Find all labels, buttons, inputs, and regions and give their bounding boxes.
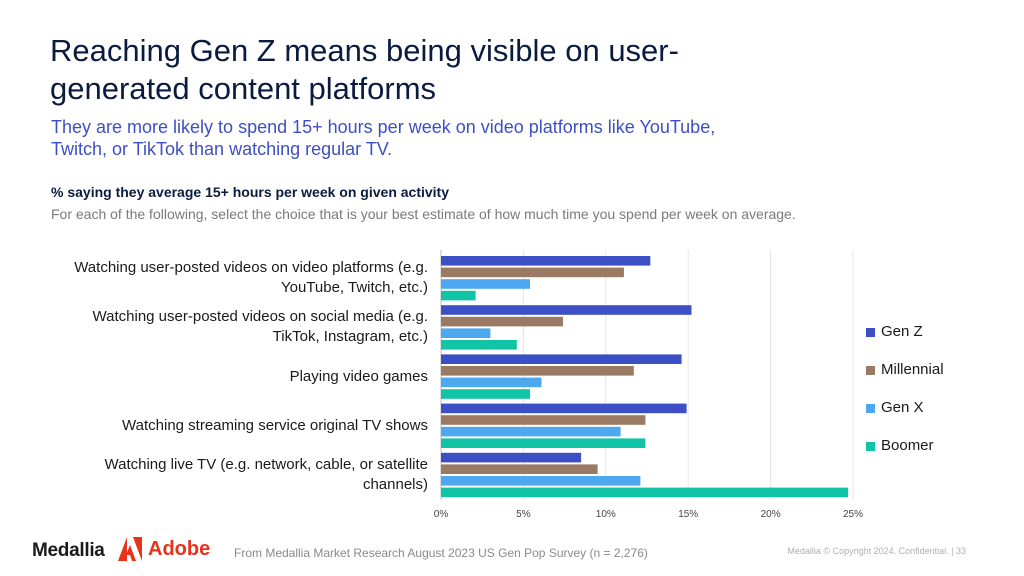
x-tick-label: 15% bbox=[678, 509, 698, 520]
slide-title: Reaching Gen Z means being visible on us… bbox=[50, 33, 679, 106]
bar-gen-z-4 bbox=[441, 452, 582, 463]
x-tick-label: 5% bbox=[516, 509, 531, 520]
legend-swatch bbox=[866, 442, 875, 451]
bar-millennial-2 bbox=[441, 366, 634, 376]
bar-gen-z-1 bbox=[441, 305, 692, 315]
bar-gen-x-3 bbox=[441, 426, 621, 437]
bar-gen-z-0 bbox=[441, 256, 651, 266]
bar-boomer-0 bbox=[441, 290, 476, 301]
category-label-4: Watching live TV (e.g. network, cable, o… bbox=[104, 456, 428, 493]
source-note: From Medallia Market Research August 202… bbox=[234, 546, 648, 560]
legend-swatch bbox=[866, 328, 875, 337]
bar-boomer-1 bbox=[441, 340, 517, 350]
legend-label: Millennial bbox=[881, 361, 944, 378]
bar-millennial-3 bbox=[441, 415, 646, 425]
x-tick-label: 25% bbox=[843, 509, 863, 520]
adobe-wordmark: Adobe bbox=[148, 537, 211, 560]
bar-millennial-4 bbox=[441, 464, 598, 474]
chart-legend: Gen Z Millennial Gen X Boomer bbox=[866, 323, 944, 475]
bar-millennial-1 bbox=[441, 316, 563, 327]
bar-boomer-3 bbox=[441, 438, 646, 448]
legend-item-gen-x: Gen X bbox=[866, 399, 944, 437]
chart-metric-label: % saying they average 15+ hours per week… bbox=[51, 184, 450, 200]
bar-gen-z-3 bbox=[441, 403, 687, 414]
bar-gen-x-0 bbox=[441, 279, 530, 289]
bar-gen-x-4 bbox=[441, 476, 641, 486]
legend-label: Gen Z bbox=[881, 323, 923, 340]
legend-label: Gen X bbox=[881, 399, 924, 416]
legend-item-boomer: Boomer bbox=[866, 437, 944, 475]
bar-gen-z-2 bbox=[441, 354, 682, 364]
x-tick-label: 0% bbox=[434, 509, 449, 520]
slide-subtitle: They are more likely to spend 15+ hours … bbox=[51, 117, 716, 159]
legend-swatch bbox=[866, 366, 875, 375]
adobe-logo: Adobe bbox=[118, 537, 210, 561]
x-tick-label: 10% bbox=[596, 509, 616, 520]
category-label-0: Watching user-posted videos on video pla… bbox=[74, 259, 428, 296]
copyright-note: Medallia © Copyright 2024. Confidential.… bbox=[787, 546, 966, 556]
category-label-2: Playing video games bbox=[289, 368, 428, 385]
legend-swatch bbox=[866, 404, 875, 413]
bar-boomer-2 bbox=[441, 389, 530, 399]
bar-gen-x-2 bbox=[441, 377, 542, 388]
legend-item-gen-z: Gen Z bbox=[866, 323, 944, 361]
survey-question: For each of the following, select the ch… bbox=[51, 206, 796, 222]
adobe-icon bbox=[118, 537, 142, 561]
medallia-logo: Medallia bbox=[32, 540, 105, 561]
legend-label: Boomer bbox=[881, 437, 934, 454]
bar-gen-x-1 bbox=[441, 328, 491, 338]
category-label-3: Watching streaming service original TV s… bbox=[122, 417, 428, 434]
bar-millennial-0 bbox=[441, 267, 624, 278]
category-label-1: Watching user-posted videos on social me… bbox=[92, 308, 428, 345]
x-tick-label: 20% bbox=[761, 509, 781, 520]
bar-boomer-4 bbox=[441, 487, 849, 498]
legend-item-millennial: Millennial bbox=[866, 361, 944, 399]
